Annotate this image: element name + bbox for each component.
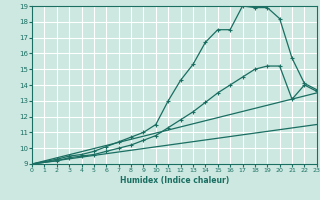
X-axis label: Humidex (Indice chaleur): Humidex (Indice chaleur)	[120, 176, 229, 185]
